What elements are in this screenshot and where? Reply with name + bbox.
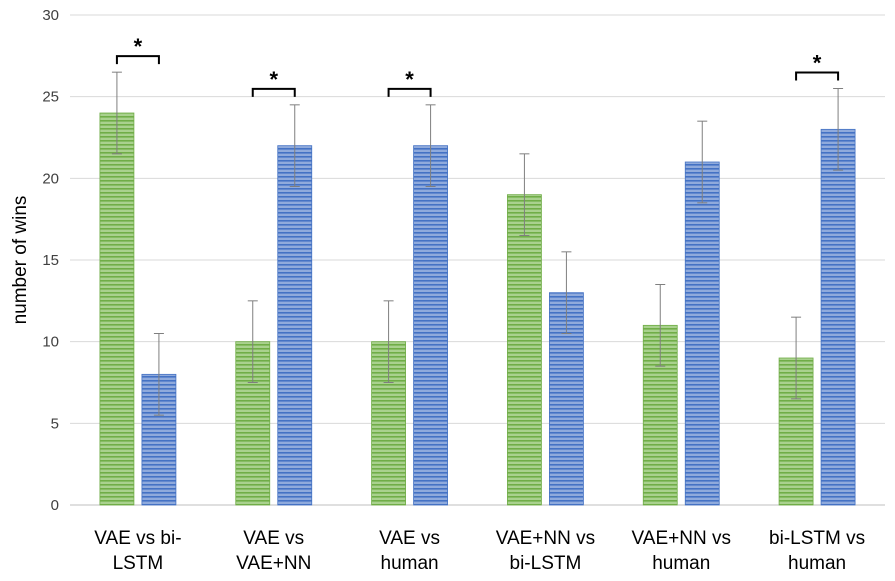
y-axis-title: number of wins — [10, 196, 31, 325]
error-bar — [791, 316, 802, 400]
bars — [99, 112, 856, 506]
gridlines — [70, 14, 885, 506]
significance-bracket: * — [795, 51, 840, 81]
error-bar — [833, 88, 844, 171]
bar — [413, 145, 448, 506]
significance-bracket: * — [387, 67, 432, 97]
y-tick-label: 0 — [51, 497, 59, 514]
y-tick-label: 15 — [42, 252, 59, 269]
x-axis-categories: VAE vs bi-LSTM VAE vs VAE+NN VAE vs human VAE… — [94, 528, 865, 574]
x-category-label: VAE+NN vs human — [632, 528, 731, 574]
significance-brackets: * * * * — [115, 34, 840, 97]
error-bar — [697, 120, 708, 204]
error-bar — [383, 300, 394, 383]
significance-bracket: * — [251, 67, 296, 97]
x-category-label: VAE vs VAE+NN — [236, 528, 311, 574]
error-bar — [425, 104, 436, 187]
x-category-label: VAE vs bi-LSTM — [94, 528, 181, 574]
bar — [820, 128, 856, 506]
y-axis-ticks: 0 5 10 15 20 25 30 — [42, 7, 59, 514]
significance-star: * — [269, 67, 278, 92]
error-bar — [561, 251, 572, 334]
x-category-label: bi-LSTM vs human — [769, 528, 865, 574]
y-tick-label: 20 — [42, 170, 59, 187]
error-bar — [519, 153, 530, 236]
y-tick-label: 30 — [42, 7, 59, 24]
significance-star: * — [813, 51, 822, 76]
error-bar — [655, 284, 666, 367]
y-tick-label: 5 — [51, 415, 59, 432]
error-bar — [153, 333, 164, 416]
error-bar — [247, 300, 258, 383]
y-tick-label: 10 — [42, 334, 59, 351]
bar — [99, 112, 135, 506]
bar — [684, 161, 720, 506]
bar — [277, 145, 313, 506]
x-category-label: VAE vs human — [379, 528, 440, 574]
bar — [507, 194, 542, 506]
y-tick-label: 25 — [42, 89, 59, 106]
error-bars — [111, 71, 844, 416]
significance-star: * — [134, 34, 143, 59]
significance-star: * — [405, 67, 414, 92]
error-bar — [289, 104, 300, 187]
error-bar — [111, 71, 122, 155]
x-category-label: VAE+NN vs bi-LSTM — [496, 528, 595, 574]
significance-bracket: * — [115, 34, 160, 65]
